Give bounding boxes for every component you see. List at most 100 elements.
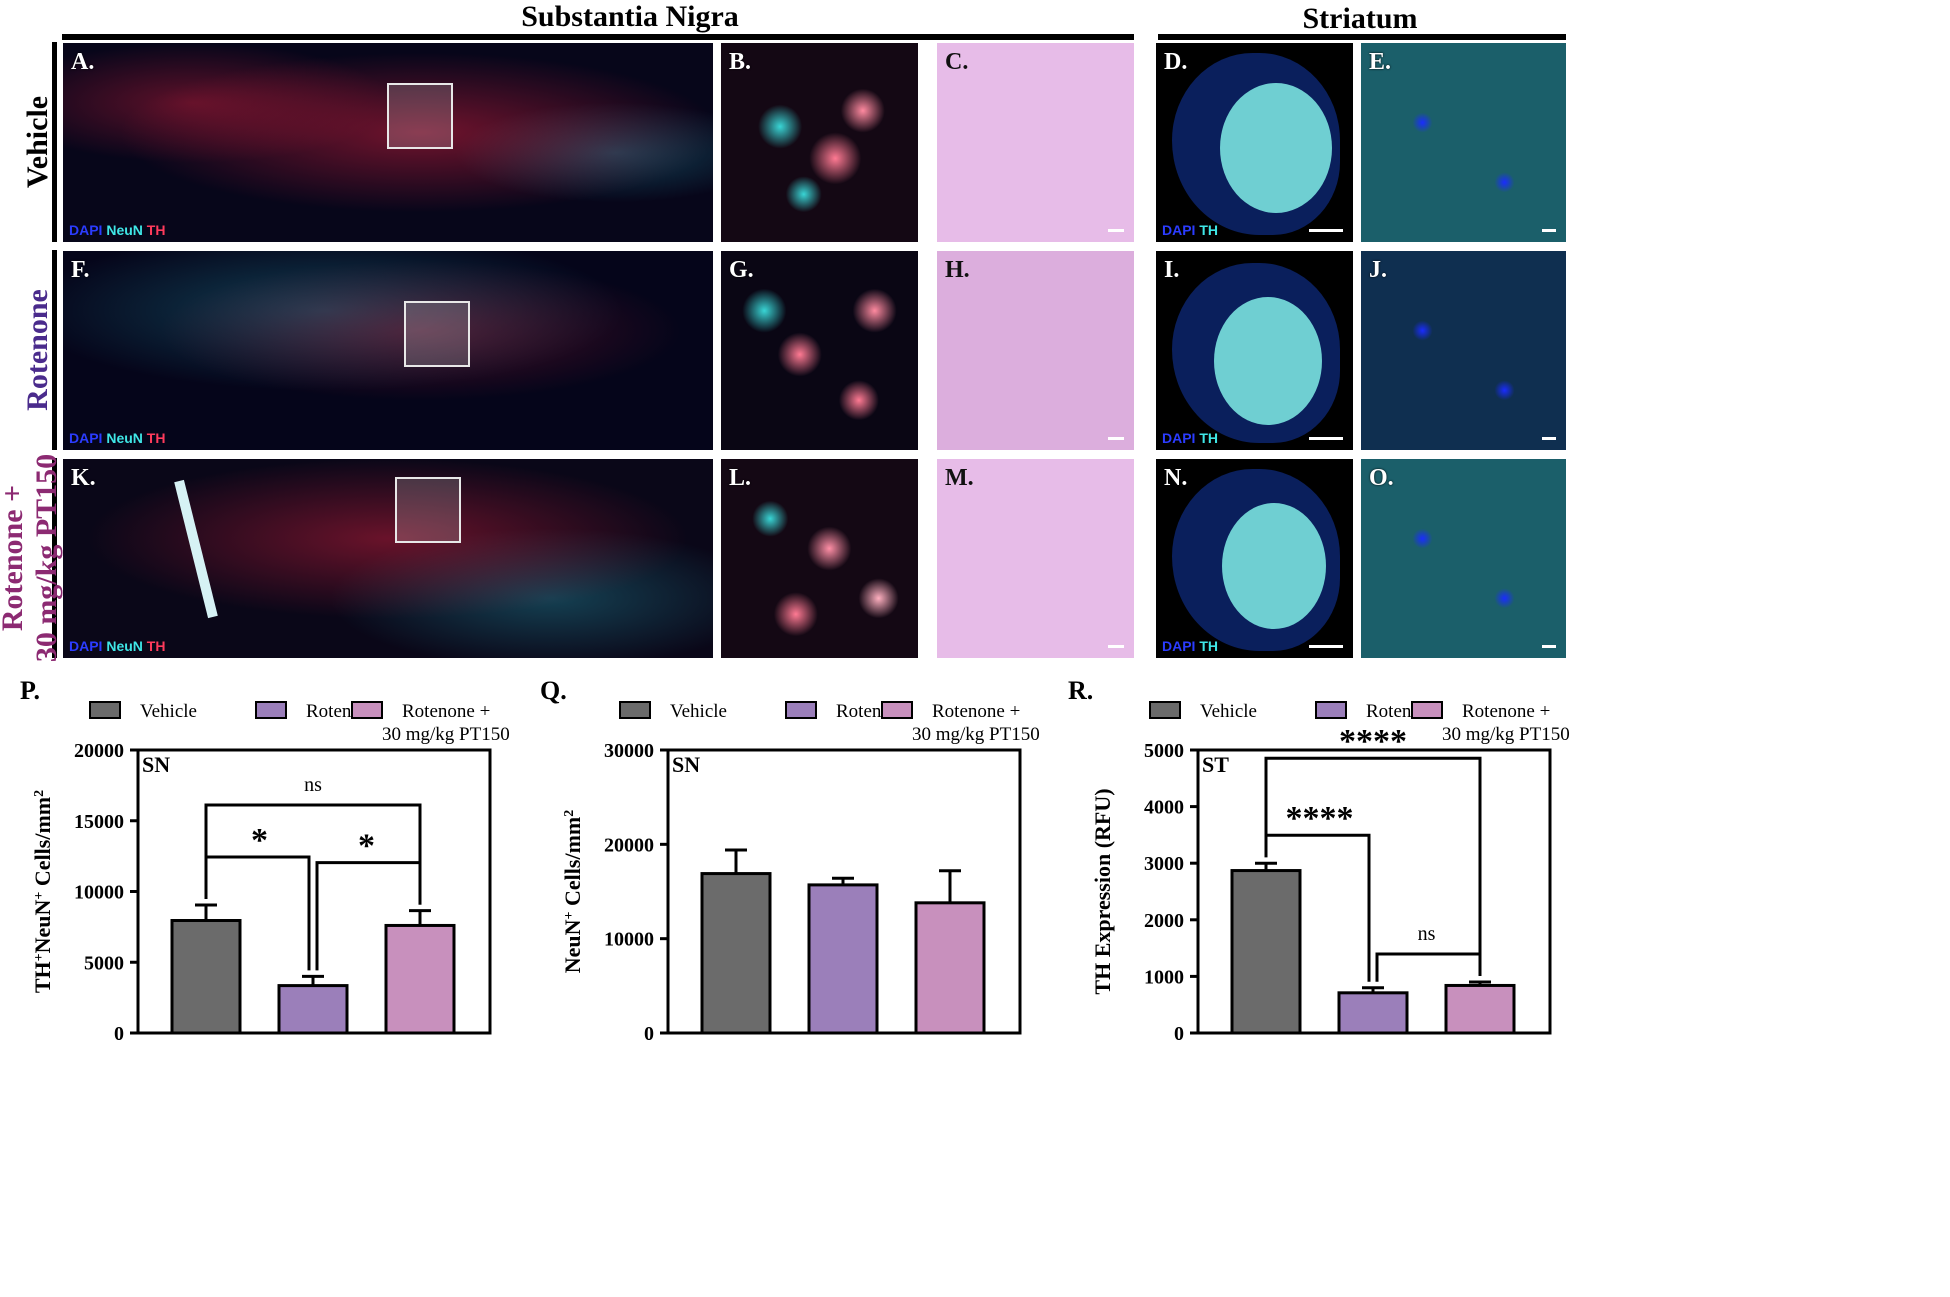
stain-legend: DAPI TH [1162,638,1219,654]
significance-label: * [358,828,375,865]
significance-label: ns [1418,923,1436,945]
he-panel-c: C. [937,43,1134,242]
section-title-striatum: Striatum [1302,2,1418,35]
legend-label: Vehicle [1200,701,1257,722]
stain-legend: DAPI NeuN TH [69,638,166,654]
bar-rotenone [1337,991,1409,1035]
scale-bar [1309,229,1343,232]
y-axis-label: TH Expression (RFU) [1090,788,1115,994]
panel-letter: J. [1369,257,1387,283]
chart-letter-p: P. [20,676,40,705]
striatum-panel-i: I. DAPI TH [1156,251,1353,450]
legend-swatch [1149,701,1181,719]
y-tick-label: 2000 [1144,910,1184,932]
stain-legend: DAPI NeuN TH [69,430,166,446]
y-tick-label: 3000 [1144,853,1184,875]
panel-letter: K. [71,465,96,491]
micrograph-panel-b: B. [721,43,918,242]
y-axis-label: NeuN+ Cells/mm2 [560,810,585,973]
panel-letter: M. [945,465,974,491]
legend-swatch [89,701,121,719]
y-tick-label: 20000 [74,740,124,762]
legend-label: 30 mg/kg PT150 [382,724,510,745]
region-label: ST [1202,752,1229,777]
legend-label: Rotenone + [932,701,1020,722]
bar-pt150 [914,901,986,1035]
y-tick-label: 1000 [1144,966,1184,988]
legend-label: Rotenone + [1462,701,1550,722]
bar-chart-r: Vehicle Rotenone Rotenone +30 mg/kg PT1500… [1090,701,1570,1045]
y-tick-label: 10000 [74,882,124,904]
legend-swatch [1411,701,1443,719]
striatum-region [1214,297,1322,425]
bar-chart-p: Vehicle Rotenone Rotenone +30 mg/kg PT1500… [30,701,510,1045]
panel-letter: F. [71,257,90,283]
panel-letter: N. [1164,465,1188,491]
significance-label: **** [1339,723,1407,760]
panel-letter: O. [1369,465,1394,491]
bar-vehicle [170,919,242,1035]
zoom-box [404,301,470,367]
he-panel-m: M. [937,459,1134,658]
blood-vessel [174,479,218,619]
legend-swatch [785,701,817,719]
stain-legend: DAPI NeuN TH [69,222,166,238]
legend-swatch [255,701,287,719]
significance-label: ns [304,774,322,796]
significance-bracket [204,803,422,905]
section-bar-striatum [1158,34,1566,40]
stain-legend: DAPI TH [1162,430,1219,446]
striatum-panel-e: E. [1361,43,1566,242]
legend-swatch [1315,701,1347,719]
striatum-region [1222,503,1326,629]
panel-letter: L. [729,465,752,491]
bar-chart-q: Vehicle Rotenone Rotenone +30 mg/kg PT1500… [560,701,1040,1045]
scale-bar [1309,645,1343,648]
y-tick-label: 0 [644,1023,654,1045]
region-label: SN [142,752,170,777]
region-label: SN [672,752,700,777]
panel-letter: E. [1369,49,1392,75]
bar-vehicle [1230,869,1302,1035]
legend-label: Vehicle [140,701,197,722]
scale-bar [1108,437,1124,440]
panel-letter: H. [945,257,970,283]
significance-label: * [251,822,268,859]
zoom-box [395,477,461,543]
row-bar-rotenone [52,250,57,450]
scale-bar [1108,229,1124,232]
micrograph-panel-k: K. DAPI NeuN TH [63,459,713,658]
striatum-panel-j: J. [1361,251,1566,450]
bar-pt150 [384,923,456,1035]
legend-label: Vehicle [670,701,727,722]
micrograph-panel-f: F. DAPI NeuN TH [63,251,713,450]
scale-bar [1542,645,1556,648]
stain-legend: DAPI TH [1162,222,1219,238]
zoom-box [387,83,453,149]
legend-swatch [881,701,913,719]
section-bar-substantia-nigra [62,34,1134,40]
panel-letter: I. [1164,257,1180,283]
significance-bracket [1264,756,1482,977]
panel-letter: C. [945,49,969,75]
y-tick-label: 30000 [604,740,654,762]
y-tick-label: 10000 [604,929,654,951]
y-axis-label: TH+NeuN+ Cells/mm2 [30,790,55,993]
striatum-panel-n: N. DAPI TH [1156,459,1353,658]
row-bar-pt150 [52,458,57,658]
row-bar-vehicle [52,42,57,242]
panel-letter: B. [729,49,752,75]
section-title-substantia-nigra: Substantia Nigra [521,0,739,33]
striatum-panel-d: D. DAPI TH [1156,43,1353,242]
legend-swatch [619,701,651,719]
y-tick-label: 15000 [74,811,124,833]
bar-rotenone [277,984,349,1035]
row-label-rotenone-pt150: Rotenone + 30 mg/kg PT150 [0,453,63,663]
scale-bar [1542,437,1556,440]
row-label-rotenone: Rotenone [21,289,54,411]
y-tick-label: 5000 [84,952,124,974]
y-tick-label: 20000 [604,834,654,856]
significance-bracket [1375,952,1482,982]
scale-bar [1542,229,1556,232]
bar-pt150 [1444,983,1516,1035]
